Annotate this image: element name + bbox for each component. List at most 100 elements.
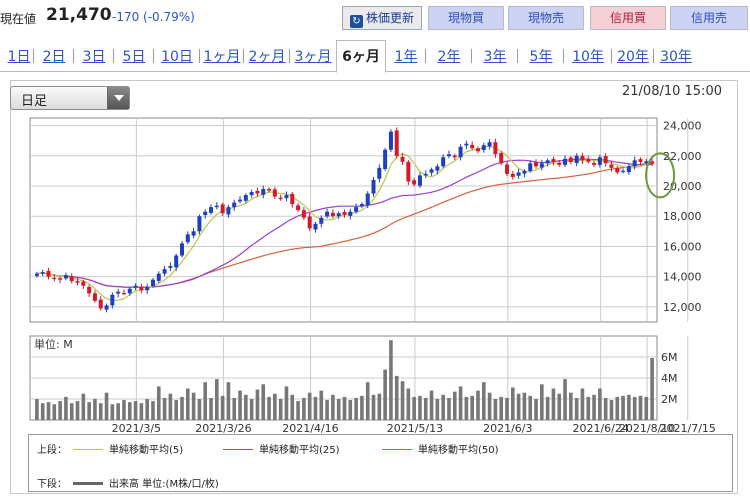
tab-15[interactable]: 20年: [617, 49, 649, 65]
chevron-down-icon[interactable]: [107, 87, 129, 109]
candle-body: [429, 169, 434, 173]
volume-bar: [435, 399, 440, 420]
tab-2[interactable]: 2日: [42, 49, 66, 65]
volume-bar: [249, 399, 254, 420]
candle-body: [319, 217, 324, 224]
tab-separator: [73, 49, 74, 63]
volume-bar: [400, 381, 405, 420]
candle-body: [510, 173, 515, 177]
tab-16[interactable]: 30年: [660, 49, 692, 65]
candle-body: [69, 276, 74, 282]
legend-ma5-label: 単純移動平均(5): [109, 445, 184, 456]
legend-lower-title: 下段：: [37, 479, 67, 490]
tab-separator: [563, 49, 564, 63]
x-tick-label: 2021/5/13: [387, 422, 443, 435]
chart-timestamp: 21/08/10 15:00: [622, 84, 722, 99]
tab-7[interactable]: 2ヶ月: [248, 49, 286, 65]
candle-body: [203, 211, 208, 216]
volume-bar: [244, 394, 248, 420]
volume-bar: [296, 401, 300, 420]
candle-body: [52, 277, 57, 280]
volume-bar: [592, 394, 596, 420]
volume-bar: [75, 401, 80, 420]
volume-bar: [452, 391, 457, 420]
candle-body: [545, 160, 550, 164]
volume-bar: [325, 400, 329, 420]
volume-bar: [632, 396, 637, 420]
volume-bar: [336, 399, 341, 420]
volume-bar: [98, 403, 103, 420]
tab-5[interactable]: 10日: [161, 49, 193, 65]
volume-bar: [522, 392, 527, 420]
volume-bar: [122, 400, 126, 420]
interval-select[interactable]: 日足: [10, 86, 130, 110]
candle-body: [110, 294, 115, 306]
legend-ma50: 単純移動平均(50): [382, 441, 499, 456]
volume-bar: [638, 395, 643, 420]
ma25-line-swatch: [223, 449, 253, 450]
volume-bar: [133, 401, 138, 420]
candle-body: [220, 204, 225, 214]
candle-body: [377, 167, 382, 179]
candle-body: [417, 175, 422, 186]
volume-bar: [470, 395, 474, 420]
refresh-price-label: 株価更新: [365, 11, 414, 25]
spot-sell-button[interactable]: 現物売: [508, 6, 584, 30]
volume-bar: [511, 387, 515, 420]
volume-bar: [580, 388, 585, 420]
volume-bar: [302, 397, 306, 420]
candle-body: [563, 158, 568, 165]
tab-8[interactable]: 3ヶ月: [294, 49, 332, 65]
volume-bar: [185, 388, 190, 420]
candle-body: [98, 299, 103, 309]
candle-body: [446, 154, 451, 157]
volume-bar: [603, 397, 608, 420]
volume-bar: [389, 340, 393, 420]
tab-4[interactable]: 5日: [122, 49, 146, 65]
volume-bar: [180, 396, 184, 420]
candle-body: [162, 269, 167, 274]
volume-bar: [215, 379, 219, 420]
ma25-line: [48, 158, 653, 288]
margin-buy-button[interactable]: 信用買: [590, 6, 666, 30]
candle-body: [127, 288, 132, 294]
volume-bar: [574, 397, 579, 420]
candle-body: [632, 160, 637, 167]
refresh-price-button[interactable]: ↻ 株価更新: [342, 6, 422, 30]
x-tick-label: 2021/7/15: [660, 422, 716, 435]
volume-bar: [406, 388, 411, 420]
tab-6[interactable]: 1ヶ月: [203, 49, 241, 65]
tab-12[interactable]: 3年: [483, 49, 507, 65]
candle-body: [359, 204, 364, 206]
tab-10[interactable]: 1年: [394, 49, 418, 65]
volume-bar: [528, 395, 533, 420]
x-tick-label: 2021/8/10: [619, 422, 675, 435]
margin-sell-button[interactable]: 信用売: [670, 6, 748, 30]
tab-1[interactable]: 1日: [7, 49, 31, 65]
volume-bar: [569, 392, 573, 420]
period-tabs: 1日 2日 3日 5日 10日 1ヶ月 2ヶ月 3ヶ月 6ヶ月 1年 2年 3年 5年 10年 20年 30年: [0, 40, 750, 73]
current-price: 21,470: [46, 5, 112, 25]
volume-bar: [644, 396, 649, 420]
volume-bar: [290, 394, 295, 420]
spot-buy-button[interactable]: 現物買: [428, 6, 504, 30]
candle-body: [307, 216, 312, 229]
tab-13[interactable]: 5年: [529, 49, 553, 65]
volume-bar: [69, 403, 74, 420]
volume-bar: [331, 394, 335, 420]
volume-bar: [58, 401, 62, 420]
candle-body: [388, 131, 393, 150]
candle-body: [615, 167, 620, 173]
volume-tick-label: 2M: [661, 393, 678, 406]
tab-11[interactable]: 2年: [437, 49, 461, 65]
candle-body: [226, 207, 231, 215]
candle-body: [249, 192, 254, 196]
volume-bar: [609, 400, 614, 420]
tab-14[interactable]: 10年: [572, 49, 604, 65]
candle-body: [104, 305, 109, 310]
interval-select-value: 日足: [21, 94, 48, 109]
tab-3[interactable]: 3日: [82, 49, 106, 65]
tab-9[interactable]: 6ヶ月: [336, 40, 386, 73]
volume-bar: [139, 403, 144, 420]
